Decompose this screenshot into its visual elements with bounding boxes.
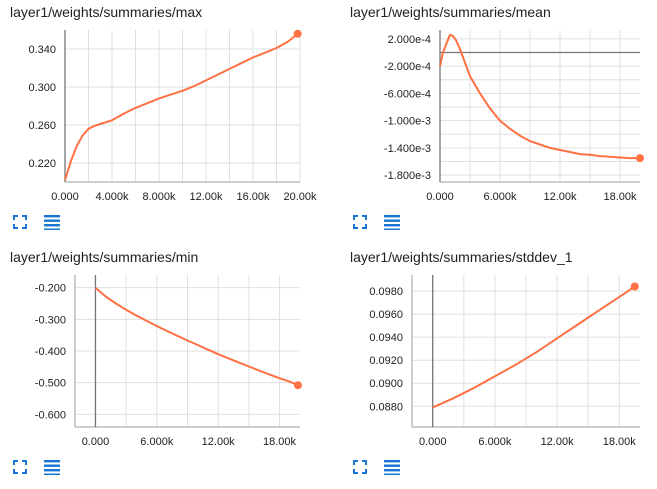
series-line [439, 33, 640, 160]
chart-card-min: layer1/weights/summaries/min -0.200 -0.30… [0, 245, 320, 489]
last-point-marker [630, 282, 639, 291]
x-tick-label: 18.00k [263, 436, 297, 448]
series-line [432, 285, 636, 409]
y-tick-label: 0.0900 [369, 378, 403, 390]
x-tick-label: 12.00k [541, 436, 575, 448]
x-tick-label: 8.000k [142, 191, 176, 203]
last-point-marker [636, 154, 644, 163]
x-tick-label: 4.000k [95, 191, 129, 203]
last-point-marker [293, 381, 302, 390]
x-tick-label: 0.000 [82, 436, 110, 448]
y-tick-label: 0.0980 [369, 286, 403, 298]
y-tick-label: -0.600 [35, 409, 66, 421]
y-tick-label: -6.000e-4 [384, 88, 431, 100]
expand-icon[interactable] [10, 457, 30, 477]
y-tick-label: 0.0960 [369, 309, 403, 321]
chart-card-stddev: layer1/weights/summaries/stddev_1 0.0880… [340, 245, 657, 489]
x-tick-label: 0.000 [419, 436, 447, 448]
y-tick-label: 0.220 [28, 158, 56, 170]
y-tick-label: 0.0940 [369, 332, 403, 344]
chart-title: layer1/weights/summaries/stddev_1 [350, 249, 573, 265]
list-icon[interactable] [42, 212, 62, 232]
y-tick-label: 0.340 [28, 44, 56, 56]
y-tick-label: 0.260 [28, 120, 56, 132]
chart-card-max: layer1/weights/summaries/max 0.220 0.260 0… [0, 0, 320, 244]
chart-plot[interactable]: -0.200 -0.300 -0.400 -0.500 -0.600 0.000 6.000… [0, 269, 320, 455]
y-tick-label: -1.400e-3 [384, 143, 431, 155]
x-tick-label: 0.000 [51, 191, 79, 203]
series-line [94, 286, 299, 387]
y-tick-label: 0.0880 [369, 401, 403, 413]
y-tick-label: 0.0920 [369, 355, 403, 367]
chart-card-mean: layer1/weights/summaries/mean 2.000e-4 -2… [340, 0, 657, 244]
y-tick-label: -0.200 [35, 283, 66, 295]
x-tick-label: 18.00k [603, 191, 637, 203]
expand-icon[interactable] [350, 457, 370, 477]
chart-title: layer1/weights/summaries/min [10, 249, 199, 265]
y-tick-label: 2.000e-4 [388, 34, 431, 46]
list-icon[interactable] [382, 212, 402, 232]
x-tick-label: 12.00k [543, 191, 577, 203]
x-tick-label: 6.000k [140, 436, 174, 448]
series-line [64, 33, 299, 181]
expand-icon[interactable] [10, 212, 30, 232]
x-tick-label: 6.000k [478, 436, 512, 448]
x-tick-label: 20.00k [283, 191, 317, 203]
y-tick-label: -1.800e-3 [384, 170, 431, 182]
y-tick-label: -2.000e-4 [384, 61, 431, 73]
chart-title: layer1/weights/summaries/mean [350, 4, 551, 20]
y-tick-label: -0.300 [35, 314, 66, 326]
chart-plot[interactable]: 0.0880 0.0900 0.0920 0.0940 0.0960 0.0980 0.00… [340, 269, 657, 455]
y-tick-label: -0.400 [35, 346, 66, 358]
x-tick-label: 16.00k [236, 191, 270, 203]
y-tick-label: 0.300 [28, 82, 56, 94]
chart-plot[interactable]: 0.220 0.260 0.300 0.340 0.000 4.000k 8.000k 12.… [0, 24, 320, 210]
y-tick-label: -1.000e-3 [384, 116, 431, 128]
list-icon[interactable] [42, 457, 62, 477]
x-tick-label: 6.000k [483, 191, 517, 203]
y-tick-label: -0.500 [35, 378, 66, 390]
chart-plot[interactable]: 2.000e-4 -2.000e-4 -6.000e-4 -1.000e-3 -1.40… [340, 24, 657, 210]
x-tick-label: 18.00k [603, 436, 637, 448]
chart-title: layer1/weights/summaries/max [10, 4, 203, 20]
expand-icon[interactable] [350, 212, 370, 232]
last-point-marker [293, 29, 302, 38]
x-tick-label: 0.000 [426, 191, 454, 203]
list-icon[interactable] [382, 457, 402, 477]
x-tick-label: 12.00k [202, 436, 236, 448]
x-tick-label: 12.00k [189, 191, 223, 203]
